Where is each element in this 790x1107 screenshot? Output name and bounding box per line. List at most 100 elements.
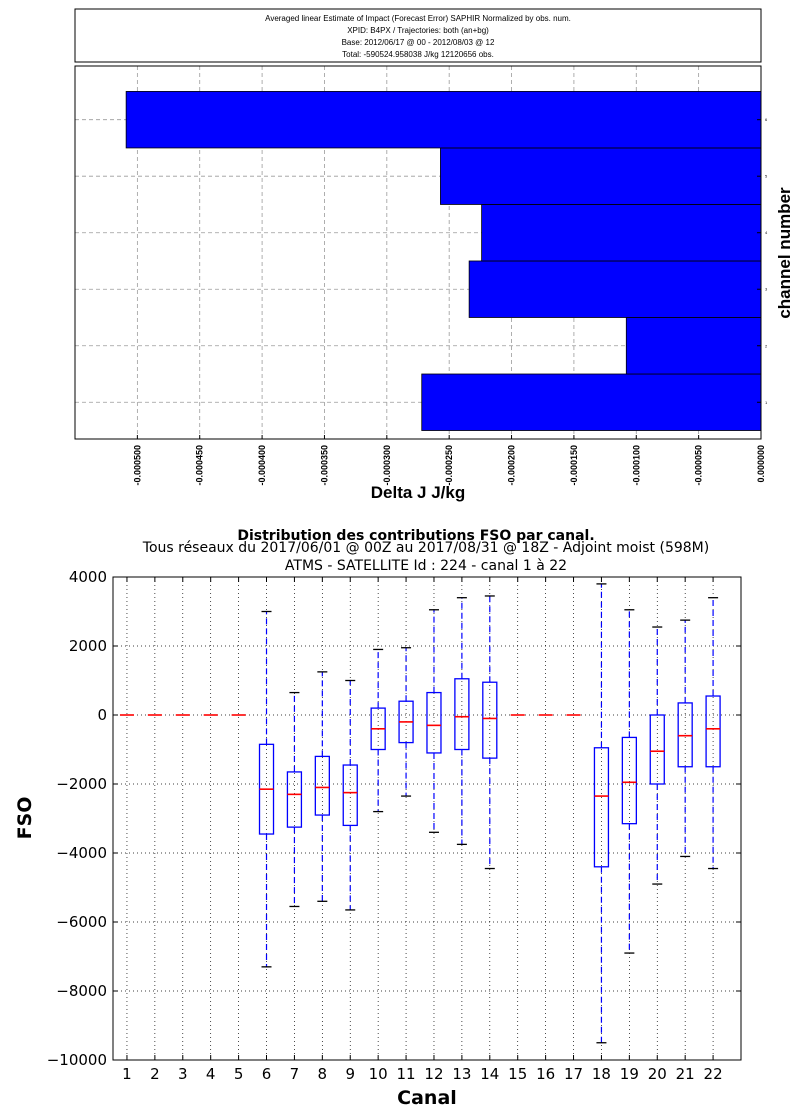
- chart-1-title-line-3: Base: 2012/06/17 @ 00 - 2012/08/03 @ 12: [342, 38, 495, 47]
- chart-1-x-tick-label: -0.000450: [195, 445, 205, 486]
- chart-1-y-tick-label: 6: [765, 117, 768, 122]
- chart-1-title-line-2: XPID: B4PX / Trajectories: both (an+bg): [347, 26, 489, 35]
- chart-2-box-19: [621, 609, 638, 954]
- chart-2-y-tick-label: −8000: [56, 982, 107, 1000]
- chart-2-x-tick-label: 17: [564, 1065, 583, 1083]
- chart-2-x-axis-label: Canal: [397, 1087, 457, 1107]
- chart-2-y-tick-label: −4000: [56, 844, 107, 862]
- chart-2-x-tick-label: 4: [206, 1065, 216, 1083]
- chart-1-bar: [421, 373, 762, 431]
- chart-2-box-10: [370, 648, 386, 813]
- chart-1-title-line-1: Averaged linear Estimate of Impact (Fore…: [265, 14, 571, 23]
- chart-2-y-tick-label: −6000: [56, 913, 107, 931]
- chart-2-subtitle-line-1: Tous réseaux du 2017/06/01 @ 00Z au 2017…: [142, 540, 709, 556]
- chart-2-box-rect: [621, 736, 638, 825]
- chart-2-x-tick-label: 8: [318, 1065, 328, 1083]
- chart-1-y-tick-label: 3: [765, 287, 768, 292]
- chart-2-y-tick-label: 0: [97, 706, 107, 724]
- chart-2-box-9: [342, 679, 358, 911]
- chart-2-box-rect: [705, 695, 721, 768]
- chart-2-box-rect: [454, 678, 470, 751]
- chart-1-bar: [468, 260, 762, 318]
- chart-2-y-tick-label: −2000: [56, 775, 107, 793]
- chart-2-x-tick-label: 14: [480, 1065, 499, 1083]
- chart-1-bar: [625, 317, 762, 375]
- chart-2-plot-area: [113, 577, 741, 1060]
- chart-1-x-tick-label: -0.000150: [569, 445, 579, 486]
- chart-1-y-ticks: 1 2 3 4 5 6: [757, 117, 768, 405]
- chart-1-x-tick-label: -0.000350: [319, 445, 329, 486]
- chart-2-x-tick-label: 15: [508, 1065, 527, 1083]
- chart-2-subtitle-line-2: ATMS - SATELLITE Id : 224 - canal 1 à 22: [285, 558, 567, 574]
- chart-2-box-rect: [342, 764, 358, 827]
- chart-2-box-21: [677, 619, 693, 858]
- chart-2-x-tick-label: 6: [262, 1065, 272, 1083]
- chart-2-x-tick-label: 3: [178, 1065, 188, 1083]
- chart-1-x-tick-label: -0.000300: [382, 445, 392, 486]
- chart-1-y-tick-label: 1: [765, 400, 768, 405]
- chart-2-box-rect: [314, 755, 330, 816]
- chart-2-x-tick-label: 10: [369, 1065, 388, 1083]
- chart-2-plot-frame: [112, 576, 742, 1061]
- chart-2-x-tick-label: 18: [592, 1065, 611, 1083]
- chart-1-bar: [125, 91, 762, 149]
- chart-2-boxes: [119, 583, 721, 1044]
- chart-1-bars: [125, 91, 762, 431]
- chart-1-y-tick-label: 4: [765, 230, 768, 235]
- chart-2-box-rect: [286, 771, 303, 828]
- chart-2-x-tick-label: 19: [620, 1065, 639, 1083]
- chart-2-title: Distribution des contributions FSO par c…: [237, 528, 594, 544]
- chart-1-x-tick-label: -0.000100: [631, 445, 641, 486]
- chart-1-x-tick-label: -0.000250: [444, 445, 454, 486]
- chart-1-bar: [440, 147, 762, 205]
- chart-1-x-tick-label: -0.000400: [257, 445, 267, 486]
- chart-2-x-tick-label: 9: [345, 1065, 355, 1083]
- chart-2-x-tick-label: 22: [704, 1065, 723, 1083]
- chart-2-x-tick-label: 5: [234, 1065, 244, 1083]
- chart-2-y-tick-label: −10000: [47, 1051, 107, 1069]
- chart-1-x-tick-label: -0.000050: [694, 445, 704, 486]
- chart-2-box-rect: [649, 714, 665, 785]
- chart-2: Distribution des contributions FSO par c…: [14, 528, 742, 1107]
- chart-1-x-tick-label: -0.000500: [132, 445, 142, 486]
- chart-2-y-ticks: 4000 2000 0 −2000 −4000 −6000 −8000 −10000: [47, 568, 741, 1069]
- chart-2-x-tick-label: 13: [452, 1065, 471, 1083]
- chart-2-box-7: [286, 691, 303, 908]
- chart-2-box-6: [258, 610, 275, 968]
- chart-1-x-ticks: -0.000500 -0.000450 -0.000400 -0.000350 -0.0…: [132, 435, 766, 486]
- chart-2-y-axis-label: FSO: [14, 797, 36, 840]
- chart-2-x-tick-label: 1: [122, 1065, 132, 1083]
- chart-2-box-rect: [482, 681, 498, 759]
- chart-1: Averaged linear Estimate of Impact (Fore…: [74, 8, 790, 502]
- chart-1-x-tick-label: 0.000000: [756, 445, 766, 483]
- chart-1-y-tick-label: 2: [765, 343, 768, 348]
- chart-2-box-13: [454, 597, 470, 846]
- chart-2-box-18: [593, 583, 610, 1044]
- chart-2-box-14: [482, 595, 498, 870]
- chart-2-box-rect: [677, 702, 693, 768]
- chart-1-title-box: [74, 8, 762, 63]
- chart-2-x-ticks: 1 2 3 4 5 6 7 8 9 10 11 12 13 14 15 16 17 18 19 20 21 22: [122, 577, 723, 1083]
- chart-2-box-rect: [593, 747, 610, 868]
- chart-2-box-rect: [426, 691, 442, 754]
- chart-2-y-tick-label: 2000: [69, 637, 107, 655]
- chart-1-y-tick-label: 5: [765, 174, 768, 179]
- chart-2-x-tick-label: 16: [536, 1065, 555, 1083]
- chart-1-x-axis-label: Delta J J/kg: [371, 483, 466, 502]
- chart-2-x-tick-label: 20: [648, 1065, 667, 1083]
- chart-2-box-12: [426, 609, 442, 833]
- chart-1-plot-frame: [74, 65, 762, 440]
- chart-1-bar: [481, 204, 762, 262]
- chart-2-x-tick-label: 11: [397, 1065, 416, 1083]
- chart-2-x-tick-label: 21: [676, 1065, 695, 1083]
- chart-2-x-tick-label: 7: [290, 1065, 300, 1083]
- chart-2-box-22: [705, 597, 721, 870]
- chart-2-box-20: [649, 626, 665, 885]
- chart-1-title-line-4: Total: -590524.958038 J/kg 12120656 obs.: [342, 50, 494, 59]
- chart-2-x-tick-label: 2: [150, 1065, 160, 1083]
- chart-2-y-tick-label: 4000: [69, 568, 107, 586]
- chart-2-x-tick-label: 12: [424, 1065, 443, 1083]
- chart-1-x-tick-label: -0.000200: [507, 445, 517, 486]
- chart-2-box-11: [398, 647, 414, 797]
